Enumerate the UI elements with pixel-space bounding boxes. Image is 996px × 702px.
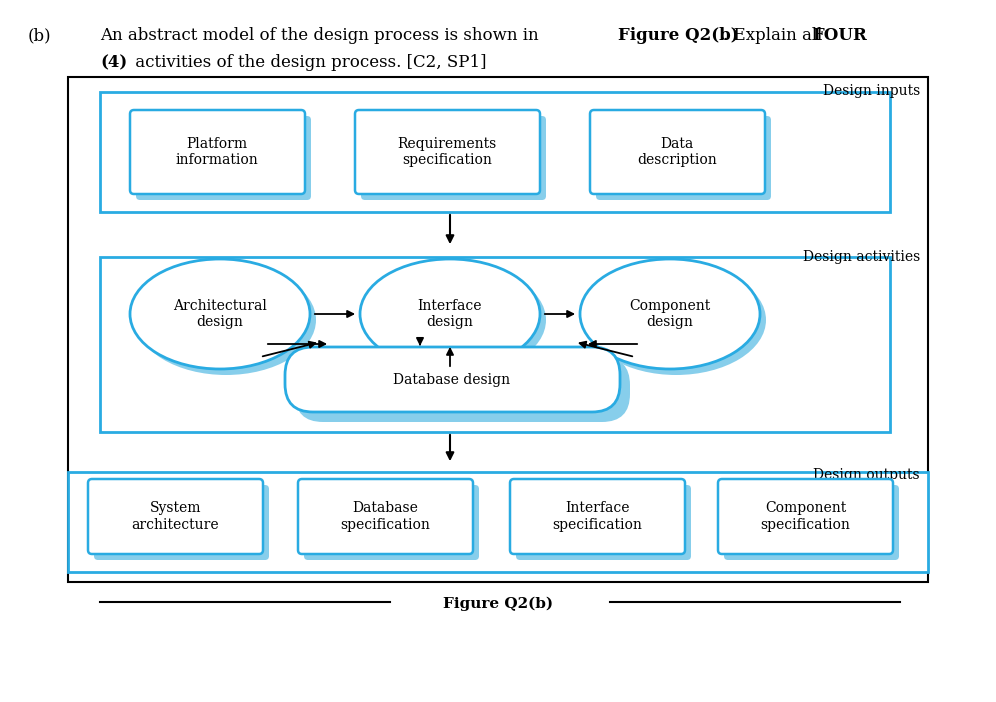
FancyBboxPatch shape [510, 479, 685, 554]
Ellipse shape [580, 259, 760, 369]
FancyBboxPatch shape [68, 77, 928, 582]
FancyBboxPatch shape [516, 485, 691, 560]
Ellipse shape [366, 265, 546, 375]
Text: Data
description: Data description [637, 137, 717, 167]
Text: (b): (b) [28, 27, 52, 44]
Text: . Explain all: . Explain all [723, 27, 828, 44]
Text: Database design: Database design [393, 373, 511, 387]
FancyBboxPatch shape [295, 357, 630, 422]
Text: Database
specification: Database specification [341, 501, 430, 531]
FancyBboxPatch shape [304, 485, 479, 560]
Text: Component
design: Component design [629, 299, 710, 329]
Text: Component
specification: Component specification [761, 501, 851, 531]
Text: activities of the design process. [C2, SP1]: activities of the design process. [C2, S… [130, 54, 486, 71]
FancyBboxPatch shape [100, 257, 890, 432]
FancyBboxPatch shape [718, 479, 893, 554]
FancyBboxPatch shape [136, 116, 311, 200]
FancyBboxPatch shape [361, 116, 546, 200]
Text: Interface
specification: Interface specification [553, 501, 642, 531]
FancyBboxPatch shape [94, 485, 269, 560]
Ellipse shape [586, 265, 766, 375]
Text: Figure Q2(b): Figure Q2(b) [618, 27, 739, 44]
Text: Architectural
design: Architectural design [173, 299, 267, 329]
FancyBboxPatch shape [724, 485, 899, 560]
FancyBboxPatch shape [285, 347, 620, 412]
Text: Figure Q2(b): Figure Q2(b) [443, 597, 553, 611]
Ellipse shape [136, 265, 316, 375]
FancyBboxPatch shape [596, 116, 771, 200]
FancyBboxPatch shape [355, 110, 540, 194]
Text: (4): (4) [100, 54, 127, 71]
Text: Platform
information: Platform information [175, 137, 258, 167]
Text: Design outputs: Design outputs [814, 468, 920, 482]
FancyBboxPatch shape [100, 92, 890, 212]
FancyBboxPatch shape [130, 110, 305, 194]
Text: System
architecture: System architecture [131, 501, 219, 531]
FancyBboxPatch shape [298, 479, 473, 554]
Text: Requirements
specification: Requirements specification [397, 137, 497, 167]
Text: FOUR: FOUR [812, 27, 867, 44]
FancyBboxPatch shape [590, 110, 765, 194]
Ellipse shape [360, 259, 540, 369]
Text: Design inputs: Design inputs [823, 84, 920, 98]
Text: Interface
design: Interface design [417, 299, 482, 329]
FancyBboxPatch shape [88, 479, 263, 554]
FancyBboxPatch shape [68, 472, 928, 572]
Text: Design activities: Design activities [803, 250, 920, 264]
Text: An abstract model of the design process is shown in: An abstract model of the design process … [100, 27, 544, 44]
Ellipse shape [130, 259, 310, 369]
